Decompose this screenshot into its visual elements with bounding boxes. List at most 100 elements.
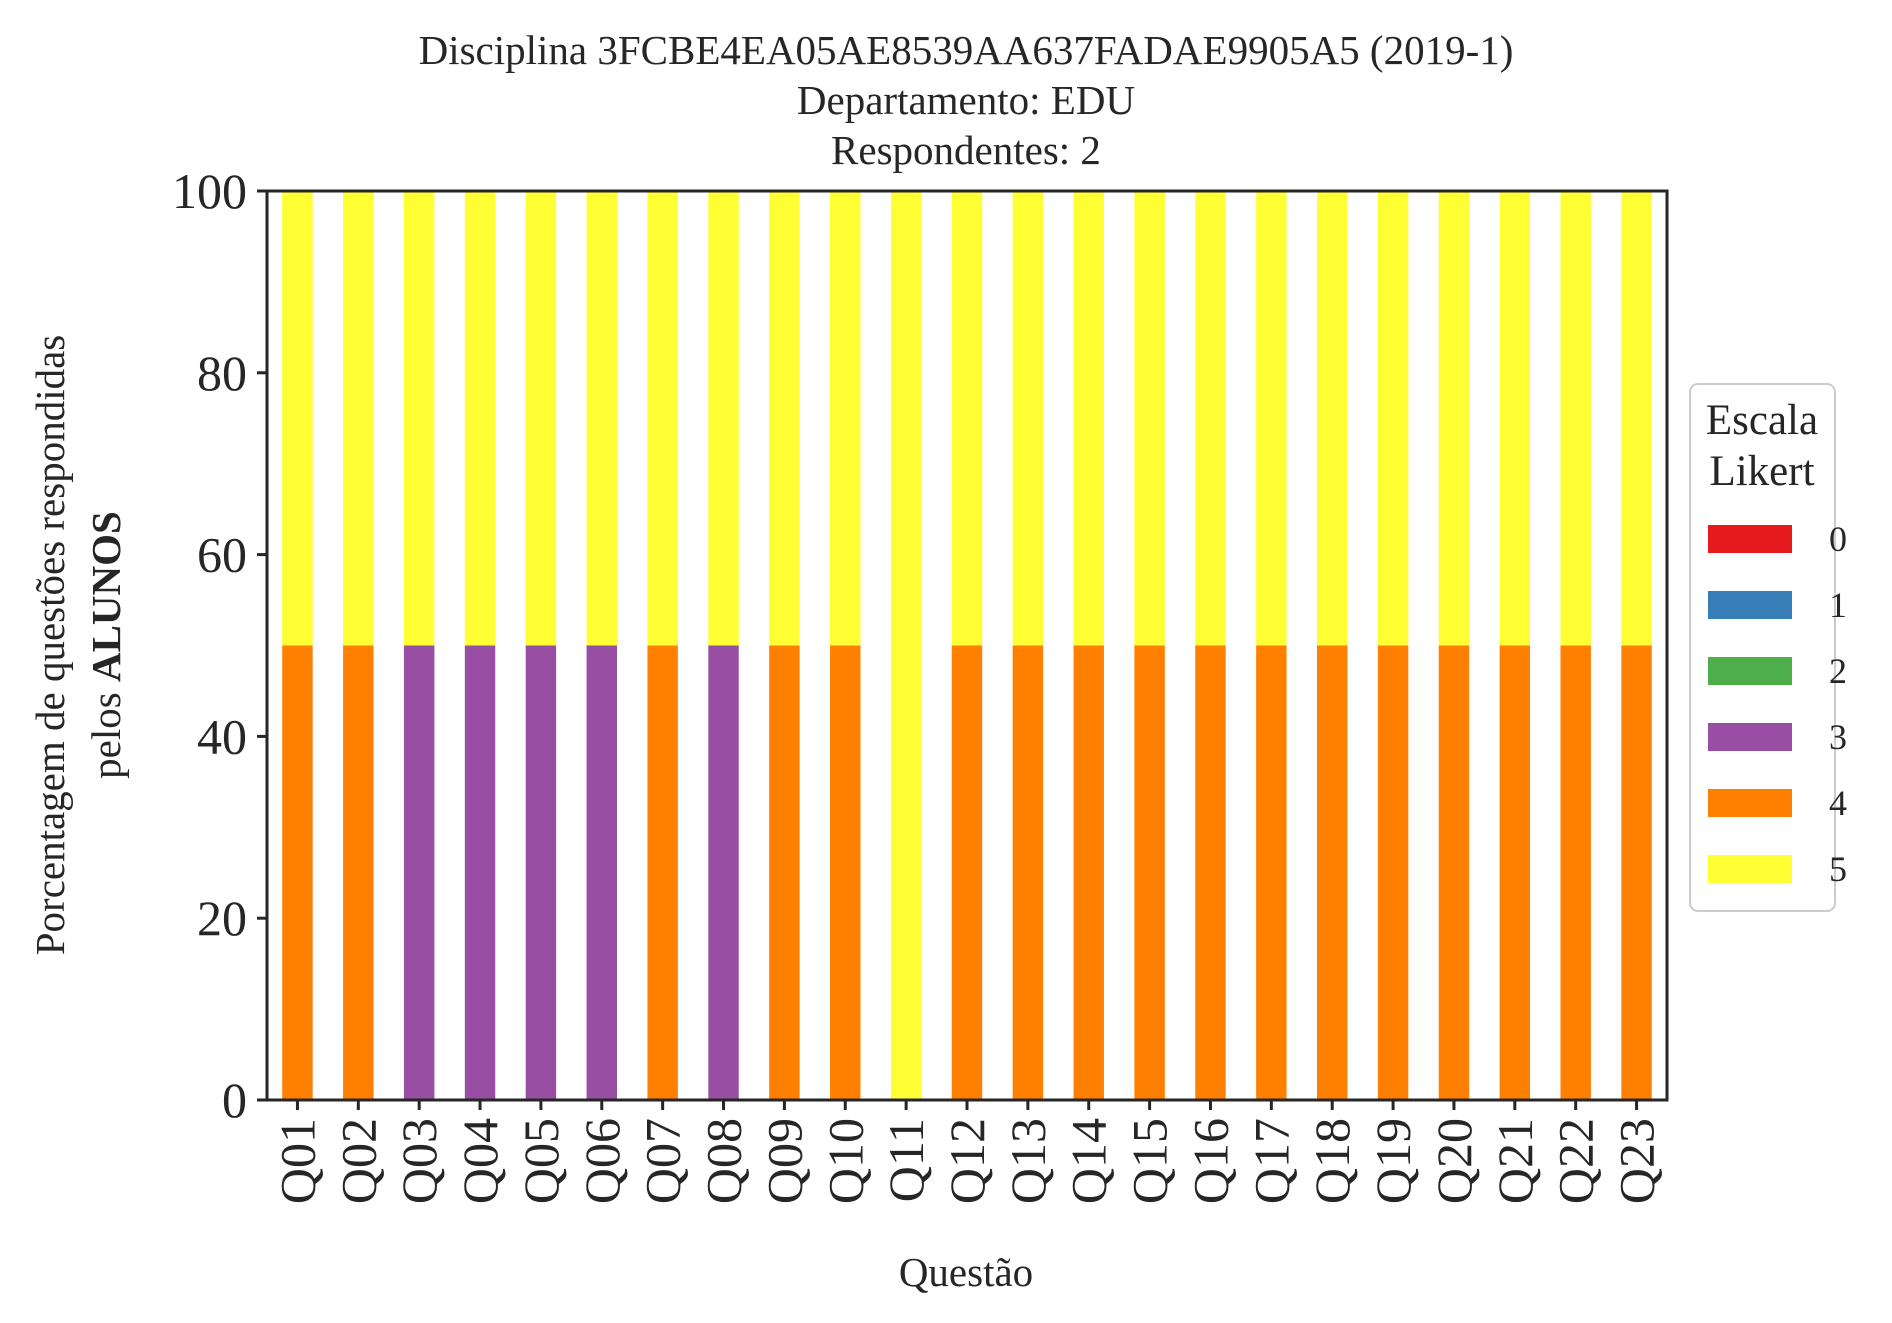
legend-label-3: 3	[1829, 717, 1847, 757]
x-tick-label-Q21: Q21	[1487, 1118, 1543, 1204]
x-tick-label-Q10: Q10	[817, 1118, 873, 1204]
bar-Q16-likert-5	[1195, 191, 1226, 646]
bar-Q20-likert-5	[1438, 191, 1470, 646]
x-tick-label-Q13: Q13	[1000, 1118, 1056, 1204]
bar-Q11-likert-5	[890, 191, 922, 1100]
x-tick-label-Q01: Q01	[269, 1118, 325, 1204]
bar-Q12-likert-4	[951, 645, 983, 1100]
bar-Q22-likert-5	[1560, 191, 1591, 646]
legend-swatch-1	[1708, 591, 1792, 619]
legend-label-1: 1	[1829, 585, 1847, 625]
bar-Q06-likert-3	[586, 645, 617, 1100]
bar-Q07-likert-5	[647, 191, 678, 646]
y-tick-label: 60	[197, 527, 247, 583]
x-tick-label-Q06: Q06	[574, 1118, 630, 1204]
legend-swatch-4	[1708, 789, 1792, 817]
bar-Q13-likert-5	[1012, 191, 1044, 646]
title-line-2: Departamento: EDU	[797, 77, 1135, 123]
x-tick-label-Q22: Q22	[1548, 1118, 1604, 1204]
bar-Q05-likert-5	[525, 191, 557, 646]
x-tick-label-Q18: Q18	[1304, 1118, 1360, 1204]
y-axis-label-bold: ALUNOS	[83, 511, 129, 682]
bar-Q21-likert-4	[1499, 645, 1531, 1100]
bar-Q08-likert-3	[708, 645, 739, 1100]
x-tick-label-Q04: Q04	[452, 1118, 508, 1204]
x-tick-label-Q08: Q08	[696, 1118, 752, 1204]
y-tick-label: 20	[197, 890, 247, 946]
legend-swatch-2	[1708, 657, 1792, 685]
bar-Q03-likert-5	[403, 191, 435, 646]
bar-Q03-likert-3	[403, 645, 435, 1100]
bar-Q20-likert-4	[1438, 645, 1470, 1100]
bar-Q01-likert-5	[282, 191, 313, 646]
x-tick-label-Q07: Q07	[635, 1118, 691, 1204]
x-tick-label-Q05: Q05	[513, 1118, 569, 1204]
legend-label-0: 0	[1829, 519, 1847, 559]
legend-label-2: 2	[1829, 651, 1847, 691]
legend: Escala Likert 0 1 2 3 4 5	[1689, 383, 1847, 912]
bar-Q14-likert-4	[1073, 645, 1104, 1100]
y-axis-ticks: 0 20 40 60 80 100	[172, 163, 267, 1128]
legend-title-line-2: Likert	[1709, 448, 1814, 495]
bar-Q13-likert-4	[1012, 645, 1044, 1100]
y-tick-label: 40	[197, 708, 247, 764]
y-tick-label: 100	[172, 163, 247, 219]
title-line-3: Respondentes: 2	[831, 127, 1101, 173]
bar-Q19-likert-4	[1377, 645, 1409, 1100]
legend-swatch-5	[1708, 855, 1792, 883]
bar-Q12-likert-5	[951, 191, 983, 646]
legend-frame	[1689, 383, 1836, 912]
bars-group	[282, 191, 1652, 1100]
bar-Q14-likert-5	[1073, 191, 1104, 646]
y-tick-label: 80	[197, 345, 247, 401]
chart-title: Disciplina 3FCBE4EA05AE8539AA637FADAE990…	[419, 27, 1514, 173]
x-tick-label-Q15: Q15	[1122, 1118, 1178, 1204]
bar-Q16-likert-4	[1195, 645, 1226, 1100]
bar-Q09-likert-4	[769, 645, 800, 1100]
bar-Q07-likert-4	[647, 645, 678, 1100]
x-tick-label-Q09: Q09	[756, 1118, 812, 1204]
x-axis-label: Questão	[899, 1249, 1033, 1295]
bar-Q01-likert-4	[282, 645, 313, 1100]
bar-Q19-likert-5	[1377, 191, 1409, 646]
x-tick-label-Q14: Q14	[1061, 1118, 1117, 1204]
bar-Q04-likert-3	[464, 645, 496, 1100]
bar-Q02-likert-4	[343, 645, 374, 1100]
bar-Q06-likert-5	[586, 191, 617, 646]
bar-Q15-likert-5	[1134, 191, 1165, 646]
x-tick-label-Q19: Q19	[1365, 1118, 1421, 1204]
x-tick-label-Q11: Q11	[878, 1118, 934, 1202]
legend-label-5: 5	[1829, 849, 1847, 889]
x-axis-ticks: Q01 Q02 Q03 Q04 Q05 Q06 Q07 Q08 Q09 Q10 Q11 Q12 Q13 Q…	[269, 1100, 1665, 1204]
bar-Q18-likert-4	[1317, 645, 1348, 1100]
legend-title-line-1: Escala	[1706, 397, 1818, 444]
legend-label-4: 4	[1829, 783, 1847, 823]
bar-Q02-likert-5	[343, 191, 374, 646]
bar-Q05-likert-3	[525, 645, 557, 1100]
bar-Q21-likert-5	[1499, 191, 1531, 646]
y-axis-label-line-2: pelos ALUNOS	[83, 511, 129, 779]
y-axis-label-prefix: pelos	[83, 682, 129, 779]
x-tick-label-Q03: Q03	[391, 1118, 447, 1204]
x-tick-label-Q16: Q16	[1182, 1118, 1238, 1204]
x-tick-label-Q17: Q17	[1243, 1118, 1299, 1204]
bar-Q23-likert-4	[1621, 645, 1652, 1100]
y-tick-label: 0	[222, 1072, 247, 1128]
x-tick-label-Q20: Q20	[1426, 1118, 1482, 1204]
bar-Q15-likert-4	[1134, 645, 1165, 1100]
bar-Q22-likert-4	[1560, 645, 1591, 1100]
bar-Q17-likert-4	[1256, 645, 1287, 1100]
bar-Q10-likert-5	[830, 191, 861, 646]
bar-Q18-likert-5	[1317, 191, 1348, 646]
bar-Q17-likert-5	[1256, 191, 1287, 646]
title-line-1: Disciplina 3FCBE4EA05AE8539AA637FADAE990…	[419, 27, 1514, 73]
bar-Q23-likert-5	[1621, 191, 1652, 646]
legend-swatch-0	[1708, 525, 1792, 553]
x-tick-label-Q12: Q12	[939, 1118, 995, 1204]
x-tick-label-Q23: Q23	[1609, 1118, 1665, 1204]
legend-swatch-3	[1708, 723, 1792, 751]
bar-Q08-likert-5	[708, 191, 739, 646]
x-tick-label-Q02: Q02	[330, 1118, 386, 1204]
y-axis-label-line-1: Porcentagem de questões respondidas	[27, 335, 73, 956]
